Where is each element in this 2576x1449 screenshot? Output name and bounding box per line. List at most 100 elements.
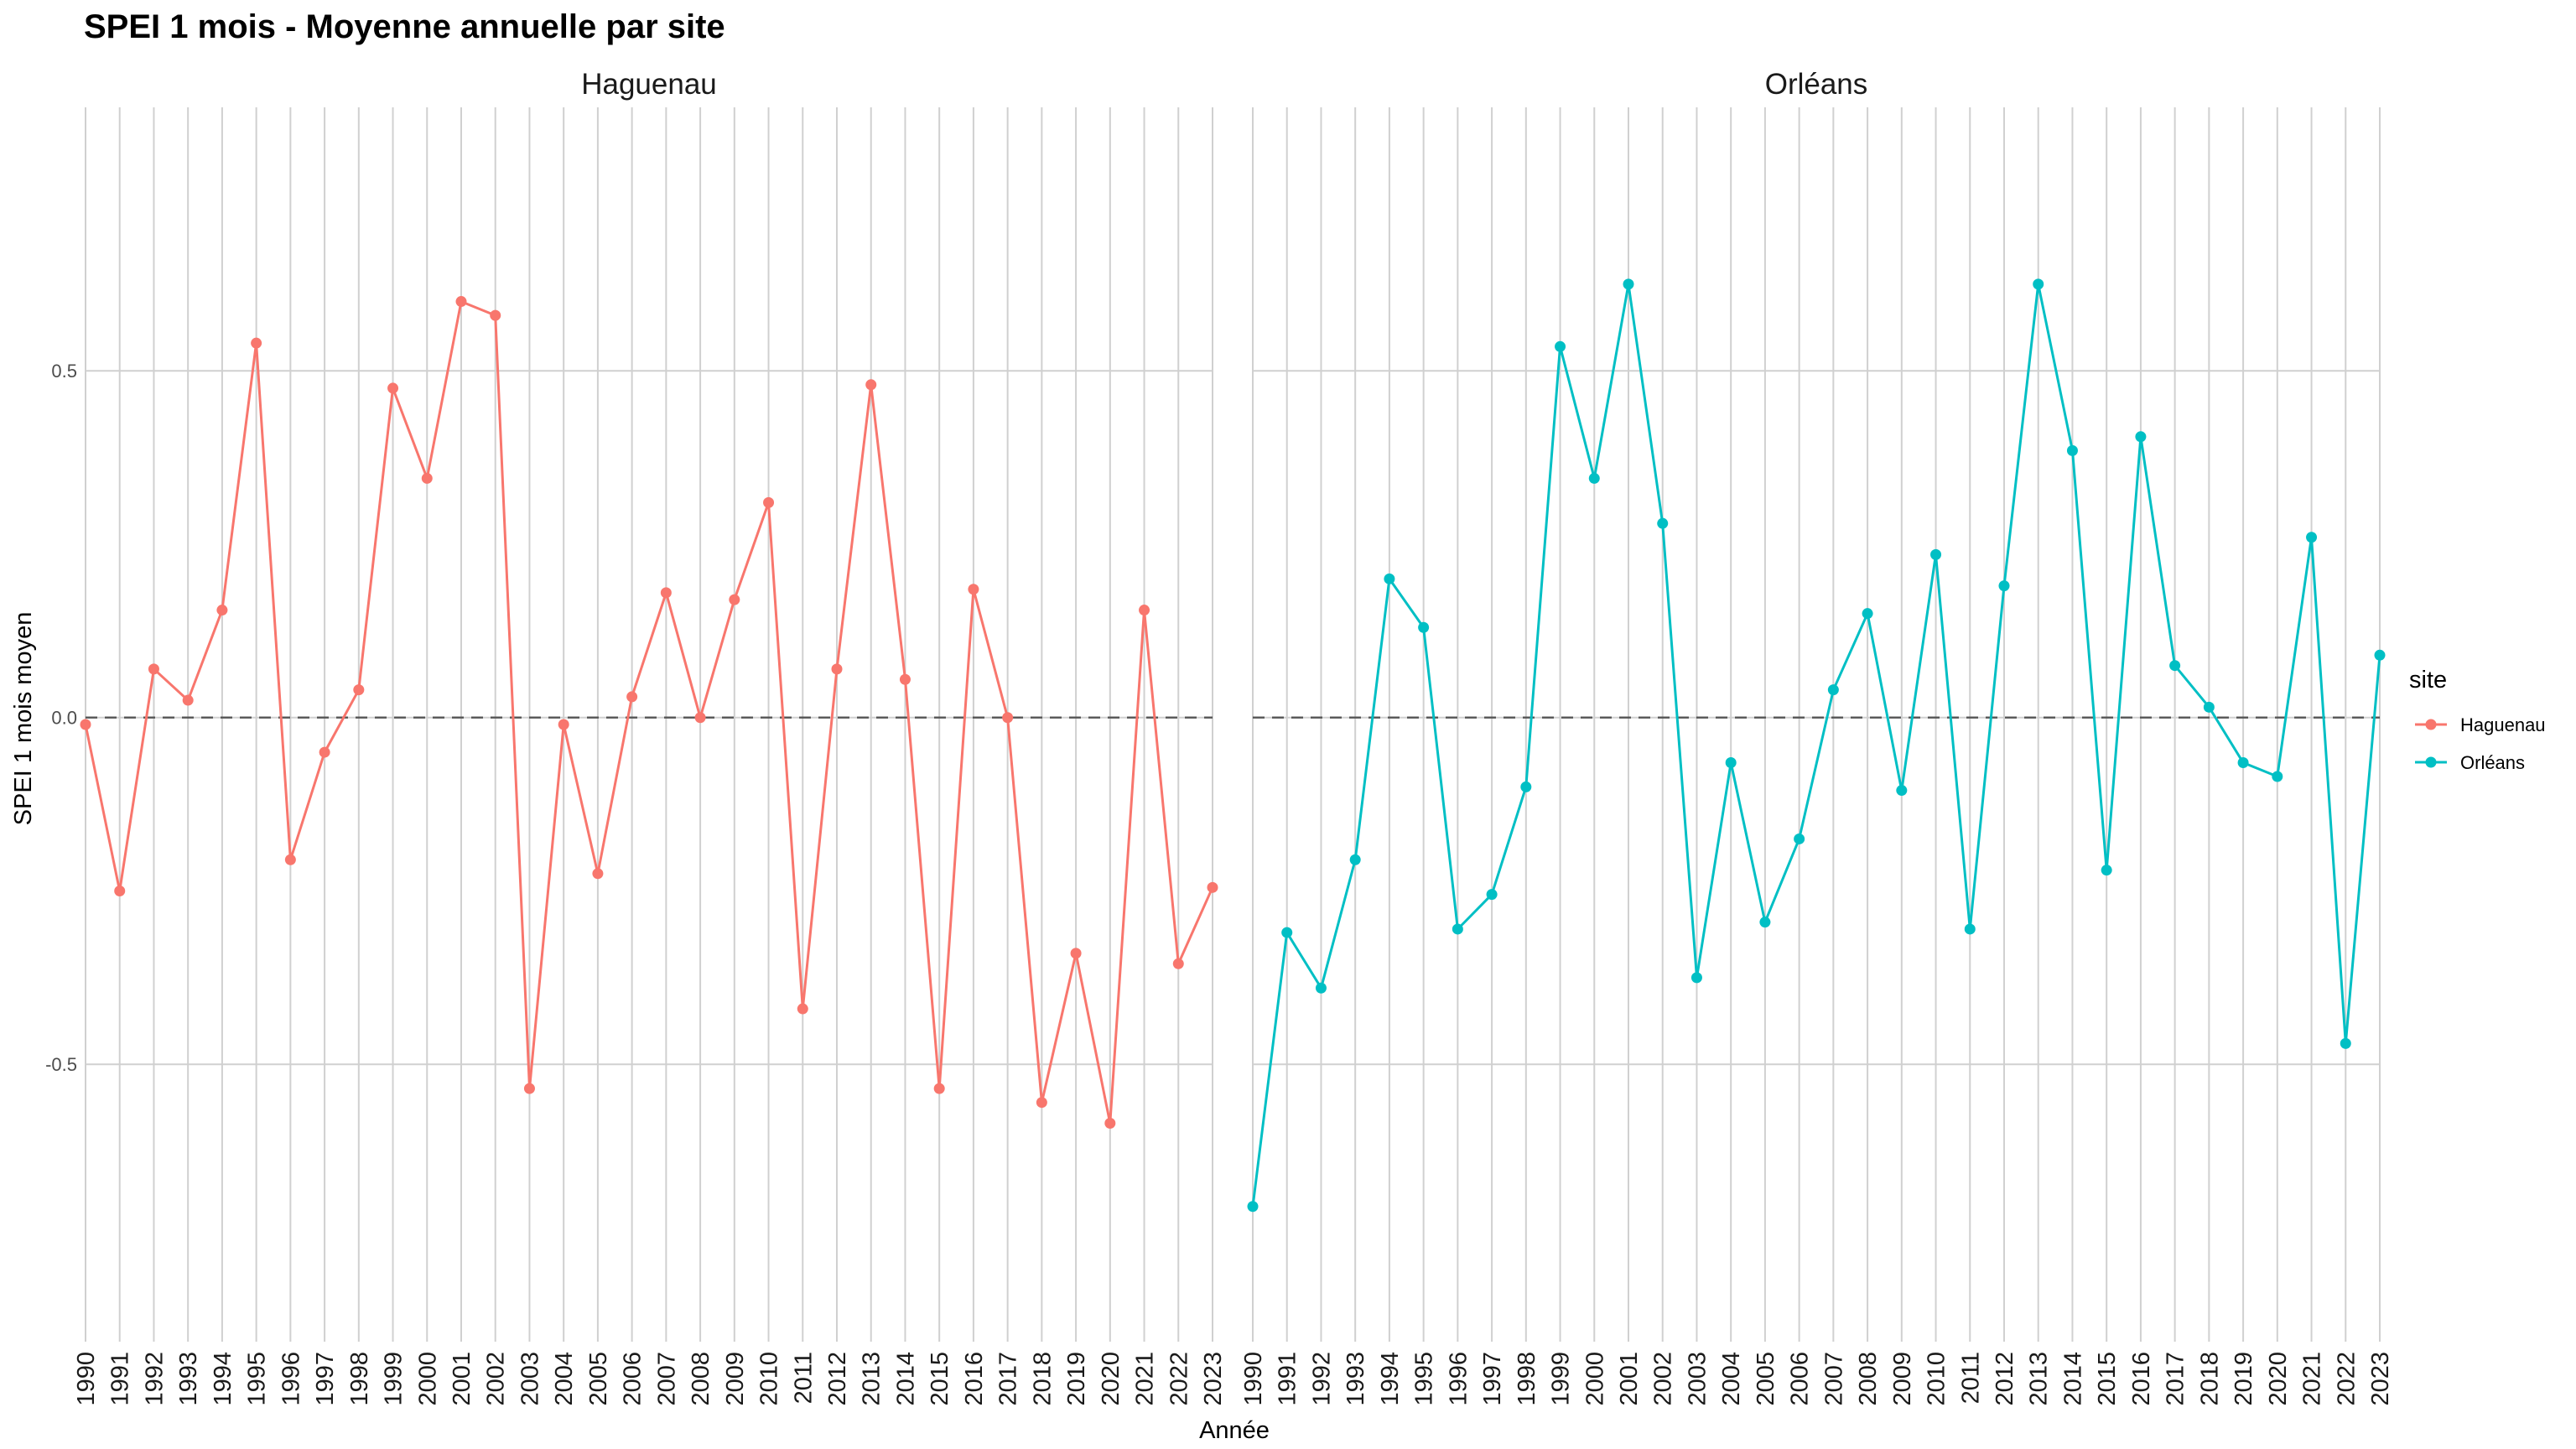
x-tick-label: 2001 xyxy=(1616,1352,1643,1406)
data-point xyxy=(1315,982,1327,994)
facet-label: Orléans xyxy=(1765,68,1868,101)
data-point xyxy=(1588,472,1600,484)
data-point xyxy=(558,719,569,730)
x-tick-label: 2004 xyxy=(1718,1352,1745,1406)
x-tick-label: 2017 xyxy=(995,1352,1022,1406)
x-tick-label: 1992 xyxy=(1308,1352,1335,1406)
data-point xyxy=(1725,756,1737,768)
data-point xyxy=(1998,580,2010,592)
data-point xyxy=(2066,444,2078,456)
data-point xyxy=(2306,532,2318,543)
chart-title: SPEI 1 mois - Moyenne annuelle par site xyxy=(84,8,725,45)
x-tick-label: 2020 xyxy=(2265,1352,2292,1406)
data-point xyxy=(1452,923,1463,935)
x-tick-label: 2014 xyxy=(892,1352,919,1406)
data-point xyxy=(1555,340,1566,352)
y-tick-label: 0.0 xyxy=(51,708,77,729)
x-tick-label: 1993 xyxy=(175,1352,202,1406)
x-tick-label: 2022 xyxy=(1166,1352,1192,1406)
x-tick-label: 2012 xyxy=(1992,1352,2018,1406)
x-tick-label: 2002 xyxy=(483,1352,510,1406)
data-point xyxy=(387,382,399,394)
x-tick-label: 1999 xyxy=(381,1352,408,1406)
data-point xyxy=(80,719,91,730)
x-tick-label: 2010 xyxy=(756,1352,783,1406)
data-point xyxy=(1418,621,1430,633)
data-point xyxy=(729,594,740,605)
legend-key-point xyxy=(2425,719,2437,730)
data-point xyxy=(1690,972,1702,984)
x-tick-label: 1996 xyxy=(1445,1352,1472,1406)
data-point xyxy=(1759,917,1771,928)
x-tick-label: 1995 xyxy=(1411,1352,1438,1406)
data-point xyxy=(523,1083,535,1094)
data-point xyxy=(1520,781,1532,792)
data-point xyxy=(490,309,501,321)
x-tick-label: 2009 xyxy=(1889,1352,1916,1406)
x-tick-label: 2023 xyxy=(1200,1352,1227,1406)
x-tick-label: 1993 xyxy=(1343,1352,1369,1406)
x-tick-label: 2005 xyxy=(1753,1352,1779,1406)
x-tick-label: 2019 xyxy=(2231,1352,2257,1406)
data-point xyxy=(694,712,706,724)
x-tick-label: 2013 xyxy=(2026,1352,2053,1406)
data-point xyxy=(2033,278,2044,290)
data-point xyxy=(182,694,194,706)
x-tick-label: 2003 xyxy=(517,1352,543,1406)
x-tick-label: 1990 xyxy=(73,1352,100,1406)
x-tick-label: 2021 xyxy=(2299,1352,2326,1406)
x-tick-label: 2010 xyxy=(1924,1352,1950,1406)
data-point xyxy=(899,673,911,685)
x-tick-label: 1991 xyxy=(107,1352,134,1406)
legend-label: Orléans xyxy=(2460,752,2525,773)
data-point xyxy=(319,746,330,758)
data-point xyxy=(1623,278,1634,290)
data-point xyxy=(797,1003,808,1015)
x-tick-label: 2002 xyxy=(1650,1352,1677,1406)
data-point xyxy=(1657,517,1669,529)
x-tick-label: 2018 xyxy=(2196,1352,2223,1406)
x-tick-label: 2008 xyxy=(688,1352,714,1406)
panel-1: Orléans 1990 1991 1992 1993 1994 1995 1996 1997 1… xyxy=(1240,68,2394,1406)
x-axis-title: Année xyxy=(1199,1417,1270,1444)
legend-key-point xyxy=(2425,756,2437,768)
data-point xyxy=(865,379,877,391)
x-tick-label: 1999 xyxy=(1548,1352,1575,1406)
x-tick-label: 2012 xyxy=(824,1352,851,1406)
x-tick-label: 2022 xyxy=(2333,1352,2360,1406)
data-point xyxy=(1104,1118,1116,1130)
data-point xyxy=(831,663,843,675)
data-point xyxy=(1827,684,1839,696)
x-tick-label: 2011 xyxy=(1957,1352,1984,1404)
data-point xyxy=(592,868,604,880)
data-point xyxy=(1486,889,1498,901)
series-line-Orléans xyxy=(1251,283,2381,1207)
data-point xyxy=(216,605,228,616)
x-tick-label: 1997 xyxy=(312,1352,339,1406)
x-tick-label: 2007 xyxy=(1820,1352,1847,1406)
x-tick-label: 1992 xyxy=(141,1352,168,1406)
x-tick-label: 1994 xyxy=(210,1352,236,1406)
y-tick-label: 0.5 xyxy=(51,361,77,382)
legend: site Haguenau Orléans xyxy=(2409,667,2546,773)
data-point xyxy=(2340,1037,2351,1049)
x-tick-label: 2005 xyxy=(585,1352,612,1406)
x-tick-label: 1998 xyxy=(346,1352,373,1406)
data-point xyxy=(353,684,365,696)
x-tick-label: 2019 xyxy=(1063,1352,1090,1406)
x-tick-label: 2011 xyxy=(790,1352,817,1404)
x-tick-label: 2007 xyxy=(653,1352,680,1406)
y-tick-label: -0.5 xyxy=(45,1054,77,1075)
panel-0: Haguenau 1990 1991 1992 1993 1994 1995 1996 1997… xyxy=(73,68,1227,1406)
x-tick-label: 2008 xyxy=(1855,1352,1882,1406)
data-point xyxy=(2101,865,2112,876)
data-point xyxy=(2237,756,2249,768)
x-tick-label: 1991 xyxy=(1275,1352,1301,1406)
data-point xyxy=(968,584,979,595)
data-point xyxy=(1794,833,1805,844)
data-point xyxy=(1349,854,1361,865)
x-tick-label: 2016 xyxy=(961,1352,988,1406)
series-line-Haguenau xyxy=(84,300,1214,1124)
data-point xyxy=(1964,923,1976,935)
